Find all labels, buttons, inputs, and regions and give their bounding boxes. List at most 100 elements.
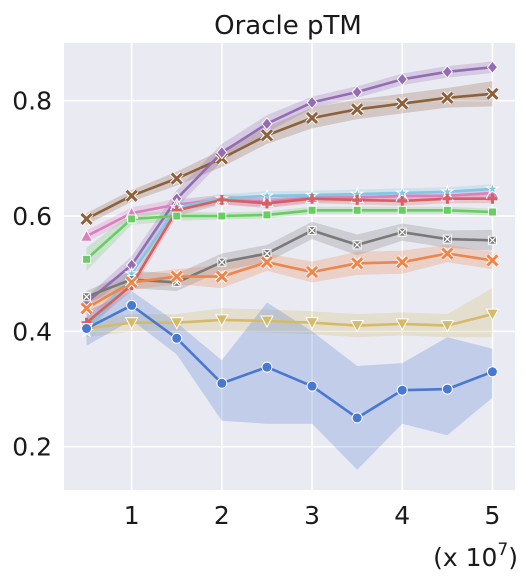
data-point	[441, 383, 453, 395]
data-point	[352, 194, 363, 205]
data-point	[82, 254, 92, 264]
x-tick-label: 5	[484, 501, 500, 530]
data-point	[170, 270, 183, 283]
data-point	[486, 87, 499, 100]
data-point	[441, 247, 454, 260]
confidence-band	[86, 188, 493, 242]
data-point	[79, 229, 94, 242]
x-tick-label: 3	[304, 501, 320, 530]
confidence-band	[86, 291, 493, 470]
data-point	[216, 145, 228, 160]
x-tick-labels: 1 2 3 4 5	[124, 501, 501, 530]
data-point	[441, 65, 454, 79]
data-point	[305, 265, 319, 279]
data-point	[81, 323, 93, 335]
data-point	[485, 308, 500, 322]
data-point	[306, 95, 318, 110]
data-point	[215, 314, 229, 327]
y-tick-label: 0.4	[12, 317, 52, 346]
series-markers-group	[79, 308, 500, 336]
series-markers-group	[82, 205, 497, 264]
data-point	[394, 185, 410, 200]
series-line	[85, 209, 493, 261]
data-point	[260, 129, 274, 142]
data-point	[169, 317, 184, 330]
data-point	[171, 332, 183, 344]
y-tick-label: 0.8	[12, 87, 52, 116]
data-point-mark	[218, 258, 226, 266]
y-tick-labels: 0.2 0.4 0.6 0.8	[12, 87, 52, 462]
data-point	[396, 256, 409, 269]
data-point	[396, 97, 409, 110]
series-line	[86, 229, 493, 299]
data-point	[305, 317, 319, 330]
chart-title: Oracle pTM	[214, 11, 362, 41]
x-tick-label: 2	[214, 501, 230, 530]
series-line	[85, 252, 493, 310]
data-point-mark	[489, 236, 496, 244]
x-scale-exponent: 7	[497, 540, 508, 560]
data-point	[215, 270, 228, 283]
data-point	[441, 91, 454, 104]
data-point	[260, 256, 274, 269]
data-point	[259, 188, 275, 203]
x-scale-prefix: (x 10	[433, 543, 497, 572]
series-markers-group	[81, 299, 498, 424]
data-point	[127, 214, 137, 224]
data-point	[306, 380, 318, 392]
series-line	[85, 65, 493, 304]
data-point	[397, 205, 407, 215]
data-point	[442, 193, 453, 204]
data-point	[80, 302, 93, 315]
data-point	[260, 315, 274, 329]
data-point	[486, 366, 498, 378]
data-point	[307, 193, 318, 204]
data-point-mark	[308, 227, 316, 234]
data-point	[216, 377, 228, 389]
data-point	[396, 72, 408, 87]
data-point	[487, 193, 498, 204]
y-tick-label: 0.2	[12, 433, 52, 462]
data-point	[395, 318, 410, 331]
series-lines	[85, 65, 493, 420]
x-tick-label: 1	[124, 501, 140, 530]
data-point	[440, 320, 455, 333]
data-point-mark	[263, 250, 271, 257]
data-point	[170, 172, 183, 185]
data-point	[172, 211, 182, 221]
confidence-band	[86, 221, 493, 303]
series-line	[85, 187, 493, 333]
data-point-mark	[398, 228, 406, 236]
data-point	[442, 205, 452, 215]
data-point	[351, 412, 363, 424]
data-point	[124, 317, 139, 330]
data-point	[125, 189, 138, 202]
data-point	[126, 299, 138, 311]
series-markers	[79, 60, 500, 424]
data-point	[125, 276, 138, 289]
data-point	[487, 207, 497, 217]
data-point	[261, 116, 273, 131]
series-markers-group	[80, 60, 499, 310]
data-point	[216, 194, 227, 205]
data-point	[350, 320, 364, 333]
x-scale-suffix: )	[508, 543, 518, 572]
data-point	[261, 361, 273, 373]
data-point	[262, 210, 272, 220]
data-point	[485, 181, 500, 196]
data-point	[80, 212, 93, 225]
data-point	[351, 103, 364, 116]
data-point-mark	[83, 293, 90, 301]
data-point	[305, 111, 319, 125]
data-point	[307, 205, 317, 215]
series-line	[85, 191, 493, 238]
data-point	[352, 205, 362, 215]
data-point	[486, 60, 499, 75]
y-tick-label: 0.6	[12, 202, 52, 231]
data-point-mark	[353, 241, 361, 249]
series-line	[85, 304, 493, 420]
confidence-band	[86, 61, 493, 309]
x-tick-label: 4	[394, 501, 410, 530]
data-point	[397, 196, 408, 207]
